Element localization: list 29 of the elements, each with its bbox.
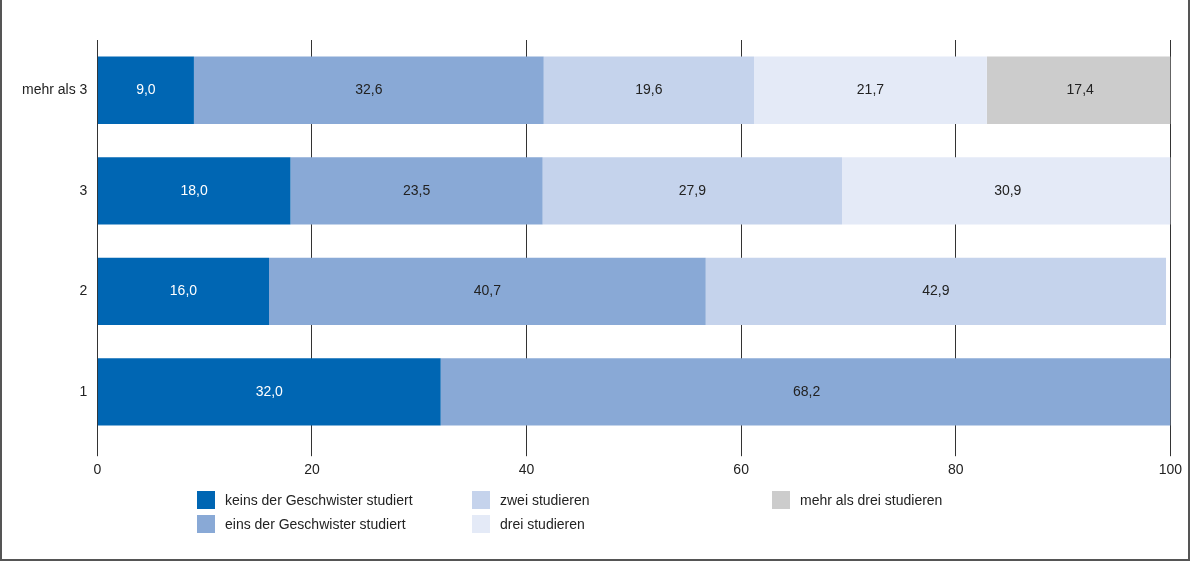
data-label: 27,9 xyxy=(678,181,707,198)
x-tick-label: 40 xyxy=(518,461,535,478)
data-label: 40,7 xyxy=(473,282,502,299)
legend-label: eins der Geschwister studiert xyxy=(225,516,406,532)
data-label: 68,2 xyxy=(792,382,821,399)
x-tick-label: 20 xyxy=(304,461,320,478)
data-label: 21,7 xyxy=(856,81,885,98)
x-tick-label: 80 xyxy=(947,461,964,478)
y-tick-label: 2 xyxy=(79,282,88,299)
data-label: 9,0 xyxy=(136,81,156,98)
x-tick-label: 0 xyxy=(93,461,102,478)
legend-label: keins der Geschwister studiert xyxy=(225,492,413,508)
data-label: 23,5 xyxy=(402,181,431,198)
data-label: 32,6 xyxy=(355,81,383,98)
data-label: 16,0 xyxy=(169,282,198,299)
y-tick-label: 3 xyxy=(79,181,88,198)
x-tick-label: 100 xyxy=(1158,461,1183,478)
legend-label: mehr als drei studieren xyxy=(800,492,943,508)
data-label: 19,6 xyxy=(635,81,663,98)
data-label: 17,4 xyxy=(1066,81,1095,98)
data-label: 32,0 xyxy=(255,382,284,399)
y-tick-label: 1 xyxy=(79,382,88,399)
legend-label: drei studieren xyxy=(500,516,585,532)
data-label: 18,0 xyxy=(180,181,209,198)
data-label: 42,9 xyxy=(922,282,950,299)
x-tick-label: 60 xyxy=(733,461,750,478)
legend-label: zwei studieren xyxy=(500,492,590,508)
y-tick-label: mehr als 3 xyxy=(22,81,88,98)
data-label: 30,9 xyxy=(994,181,1022,198)
